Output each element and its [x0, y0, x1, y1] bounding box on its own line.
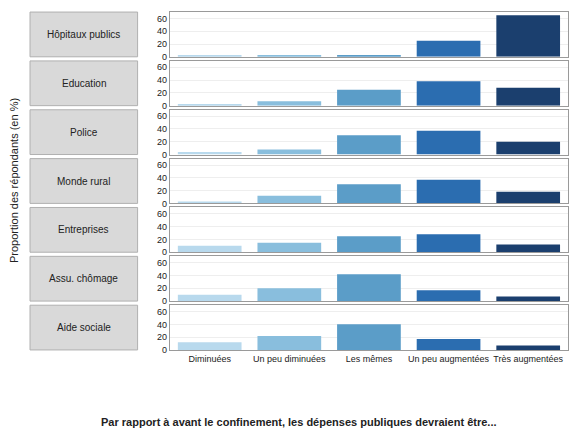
svg-text:Un peu diminuées: Un peu diminuées — [253, 354, 326, 364]
svg-text:Monde rural: Monde rural — [57, 176, 110, 187]
svg-text:Aide sociale: Aide sociale — [57, 322, 111, 333]
svg-text:40: 40 — [157, 173, 167, 183]
svg-text:40: 40 — [157, 75, 167, 85]
svg-text:Education: Education — [62, 78, 106, 89]
svg-text:Les mêmes: Les mêmes — [346, 354, 393, 364]
svg-text:0: 0 — [162, 150, 167, 160]
svg-text:Très augmentées: Très augmentées — [493, 354, 563, 364]
svg-text:60: 60 — [157, 209, 167, 219]
svg-text:40: 40 — [157, 222, 167, 232]
svg-text:20: 20 — [157, 235, 167, 245]
svg-text:Un peu augmentées: Un peu augmentées — [408, 354, 490, 364]
svg-text:40: 40 — [157, 320, 167, 330]
svg-text:60: 60 — [157, 111, 167, 121]
svg-text:Assu. chômage: Assu. chômage — [49, 273, 118, 284]
svg-text:0: 0 — [162, 101, 167, 111]
svg-text:Proportion des répondants (en: Proportion des répondants (en %) — [8, 98, 20, 263]
svg-text:Diminuées: Diminuées — [188, 354, 231, 364]
svg-text:Entreprises: Entreprises — [58, 224, 109, 235]
svg-text:20: 20 — [157, 137, 167, 147]
svg-text:60: 60 — [157, 160, 167, 170]
svg-text:40: 40 — [157, 271, 167, 281]
svg-text:20: 20 — [157, 39, 167, 49]
svg-text:20: 20 — [157, 186, 167, 196]
svg-text:20: 20 — [157, 88, 167, 98]
svg-text:60: 60 — [157, 307, 167, 317]
svg-text:0: 0 — [162, 52, 167, 62]
svg-text:0: 0 — [162, 345, 167, 355]
svg-text:60: 60 — [157, 258, 167, 268]
svg-text:20: 20 — [157, 332, 167, 342]
svg-text:0: 0 — [162, 296, 167, 306]
svg-text:40: 40 — [157, 26, 167, 36]
svg-text:Par rapport à avant le confine: Par rapport à avant le confinement, les … — [101, 416, 497, 428]
svg-text:Police: Police — [70, 127, 98, 138]
svg-text:0: 0 — [162, 199, 167, 209]
svg-text:20: 20 — [157, 283, 167, 293]
svg-text:40: 40 — [157, 124, 167, 134]
svg-text:Hôpitaux publics: Hôpitaux publics — [47, 29, 120, 40]
svg-text:60: 60 — [157, 14, 167, 24]
svg-text:0: 0 — [162, 247, 167, 257]
svg-text:60: 60 — [157, 62, 167, 72]
